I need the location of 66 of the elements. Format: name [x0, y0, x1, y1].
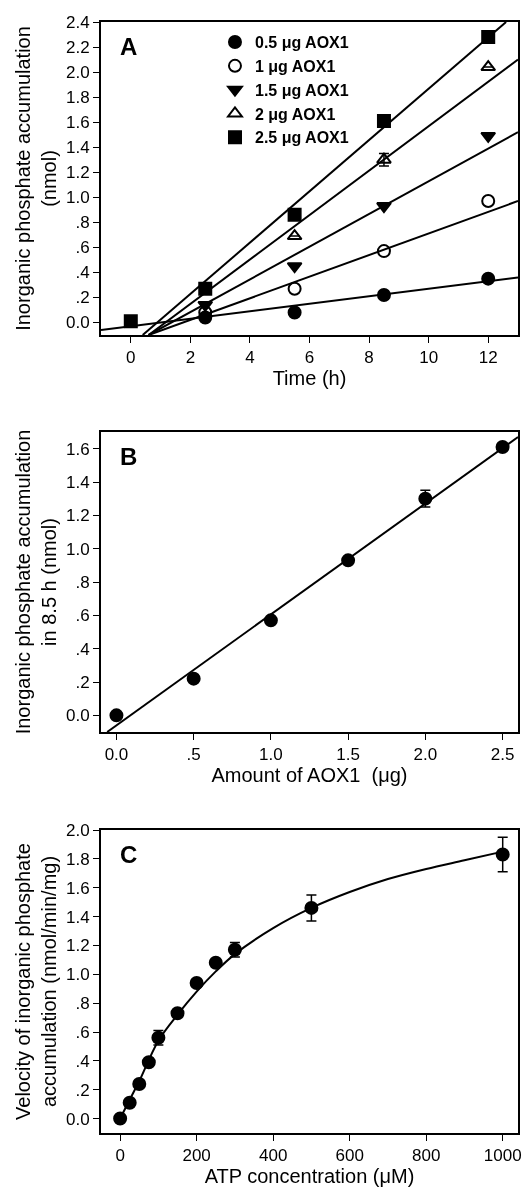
y-axis-title: Velocity of inorganic phosphate accumulation (nmol/min/mg)	[11, 843, 60, 1120]
y-tick-label: .6	[75, 1022, 90, 1042]
y-tick-label: 1.4	[65, 907, 90, 927]
legend-label: 0.5 μg AOX1	[254, 34, 349, 52]
legend-label: 1 μg AOX1	[254, 58, 336, 76]
y-tick-label: .8	[75, 572, 90, 592]
x-tick-label: 0	[126, 348, 136, 368]
y-tick-label: 0.0	[65, 706, 90, 726]
y-tick-label: 2.4	[65, 12, 90, 32]
annotation: C	[120, 841, 138, 868]
y-tick-label: 0.0	[65, 313, 90, 333]
legend-label: 2.5 μg AOX1	[254, 129, 349, 147]
y-tick-label: 1.4	[65, 138, 90, 158]
y-tick-label: .8	[75, 213, 90, 233]
y-tick-label: .8	[75, 994, 90, 1014]
y-tick-label: 1.0	[65, 188, 90, 208]
legend-label: 2 μg AOX1	[254, 105, 336, 123]
x-tick-label: 8	[364, 348, 374, 368]
legend-label: 1.5 μg AOX1	[254, 81, 349, 99]
x-tick-label: 10	[419, 348, 439, 368]
y-tick-label: .6	[75, 606, 90, 626]
x-tick-label: 2	[185, 348, 196, 368]
x-tick-label: 600	[335, 1146, 364, 1166]
y-tick-label: 1.8	[65, 849, 90, 869]
x-tick-label: 2.0	[413, 745, 438, 765]
y-tick-label: 0.0	[65, 1109, 90, 1129]
x-axis-title: ATP concentration (μM)	[204, 1165, 415, 1188]
x-tick-label: 1.5	[336, 745, 360, 765]
x-tick-label: 2.5	[490, 745, 515, 765]
y-axis-title: Inorganic phosphate accumulation (nmol)	[11, 26, 60, 331]
y-tick-label: .4	[75, 263, 90, 283]
x-tick-label: 12	[478, 348, 498, 368]
x-tick-label: 800	[411, 1146, 441, 1166]
x-tick-label: 400	[258, 1146, 288, 1166]
x-tick-label: 1000	[483, 1146, 522, 1166]
y-tick-label: .2	[75, 1080, 90, 1100]
y-tick-label: .2	[75, 672, 90, 692]
x-axis-title: Amount of AOX1 (μg)	[211, 764, 408, 787]
y-tick-label: 1.6	[65, 878, 90, 898]
x-tick-label: 0.0	[104, 745, 129, 765]
y-tick-label: .4	[75, 1051, 90, 1071]
annotation: B	[120, 443, 138, 470]
y-tick-label: 2.0	[65, 820, 90, 840]
y-tick-label: 1.2	[65, 506, 90, 526]
y-tick-label: 2.2	[65, 37, 90, 57]
y-tick-label: 1.2	[65, 936, 90, 956]
x-tick-label: 6	[304, 348, 315, 368]
x-tick-label: 200	[182, 1146, 211, 1166]
y-tick-label: .2	[75, 288, 90, 308]
y-tick-label: 1.4	[65, 472, 90, 492]
x-tick-label: 4	[245, 348, 255, 368]
x-tick-label: 0	[115, 1146, 125, 1166]
y-tick-label: 1.6	[65, 439, 90, 459]
annotation: A	[120, 33, 138, 60]
y-tick-label: 1.8	[65, 88, 90, 108]
y-tick-label: 2.0	[65, 63, 90, 83]
y-tick-label: .6	[75, 238, 90, 258]
y-tick-label: 1.0	[65, 965, 90, 985]
x-tick-label: .5	[186, 745, 201, 765]
x-tick-label: 1.0	[259, 745, 283, 765]
y-tick-label: .4	[75, 639, 90, 659]
x-axis-title: Time (h)	[272, 367, 347, 390]
y-tick-label: 1.2	[65, 163, 90, 183]
y-tick-label: 1.0	[65, 539, 90, 559]
y-axis-title: Inorganic phosphate accumulation in 8.5 h (nmol)	[11, 429, 60, 735]
y-tick-label: 1.6	[65, 113, 90, 133]
